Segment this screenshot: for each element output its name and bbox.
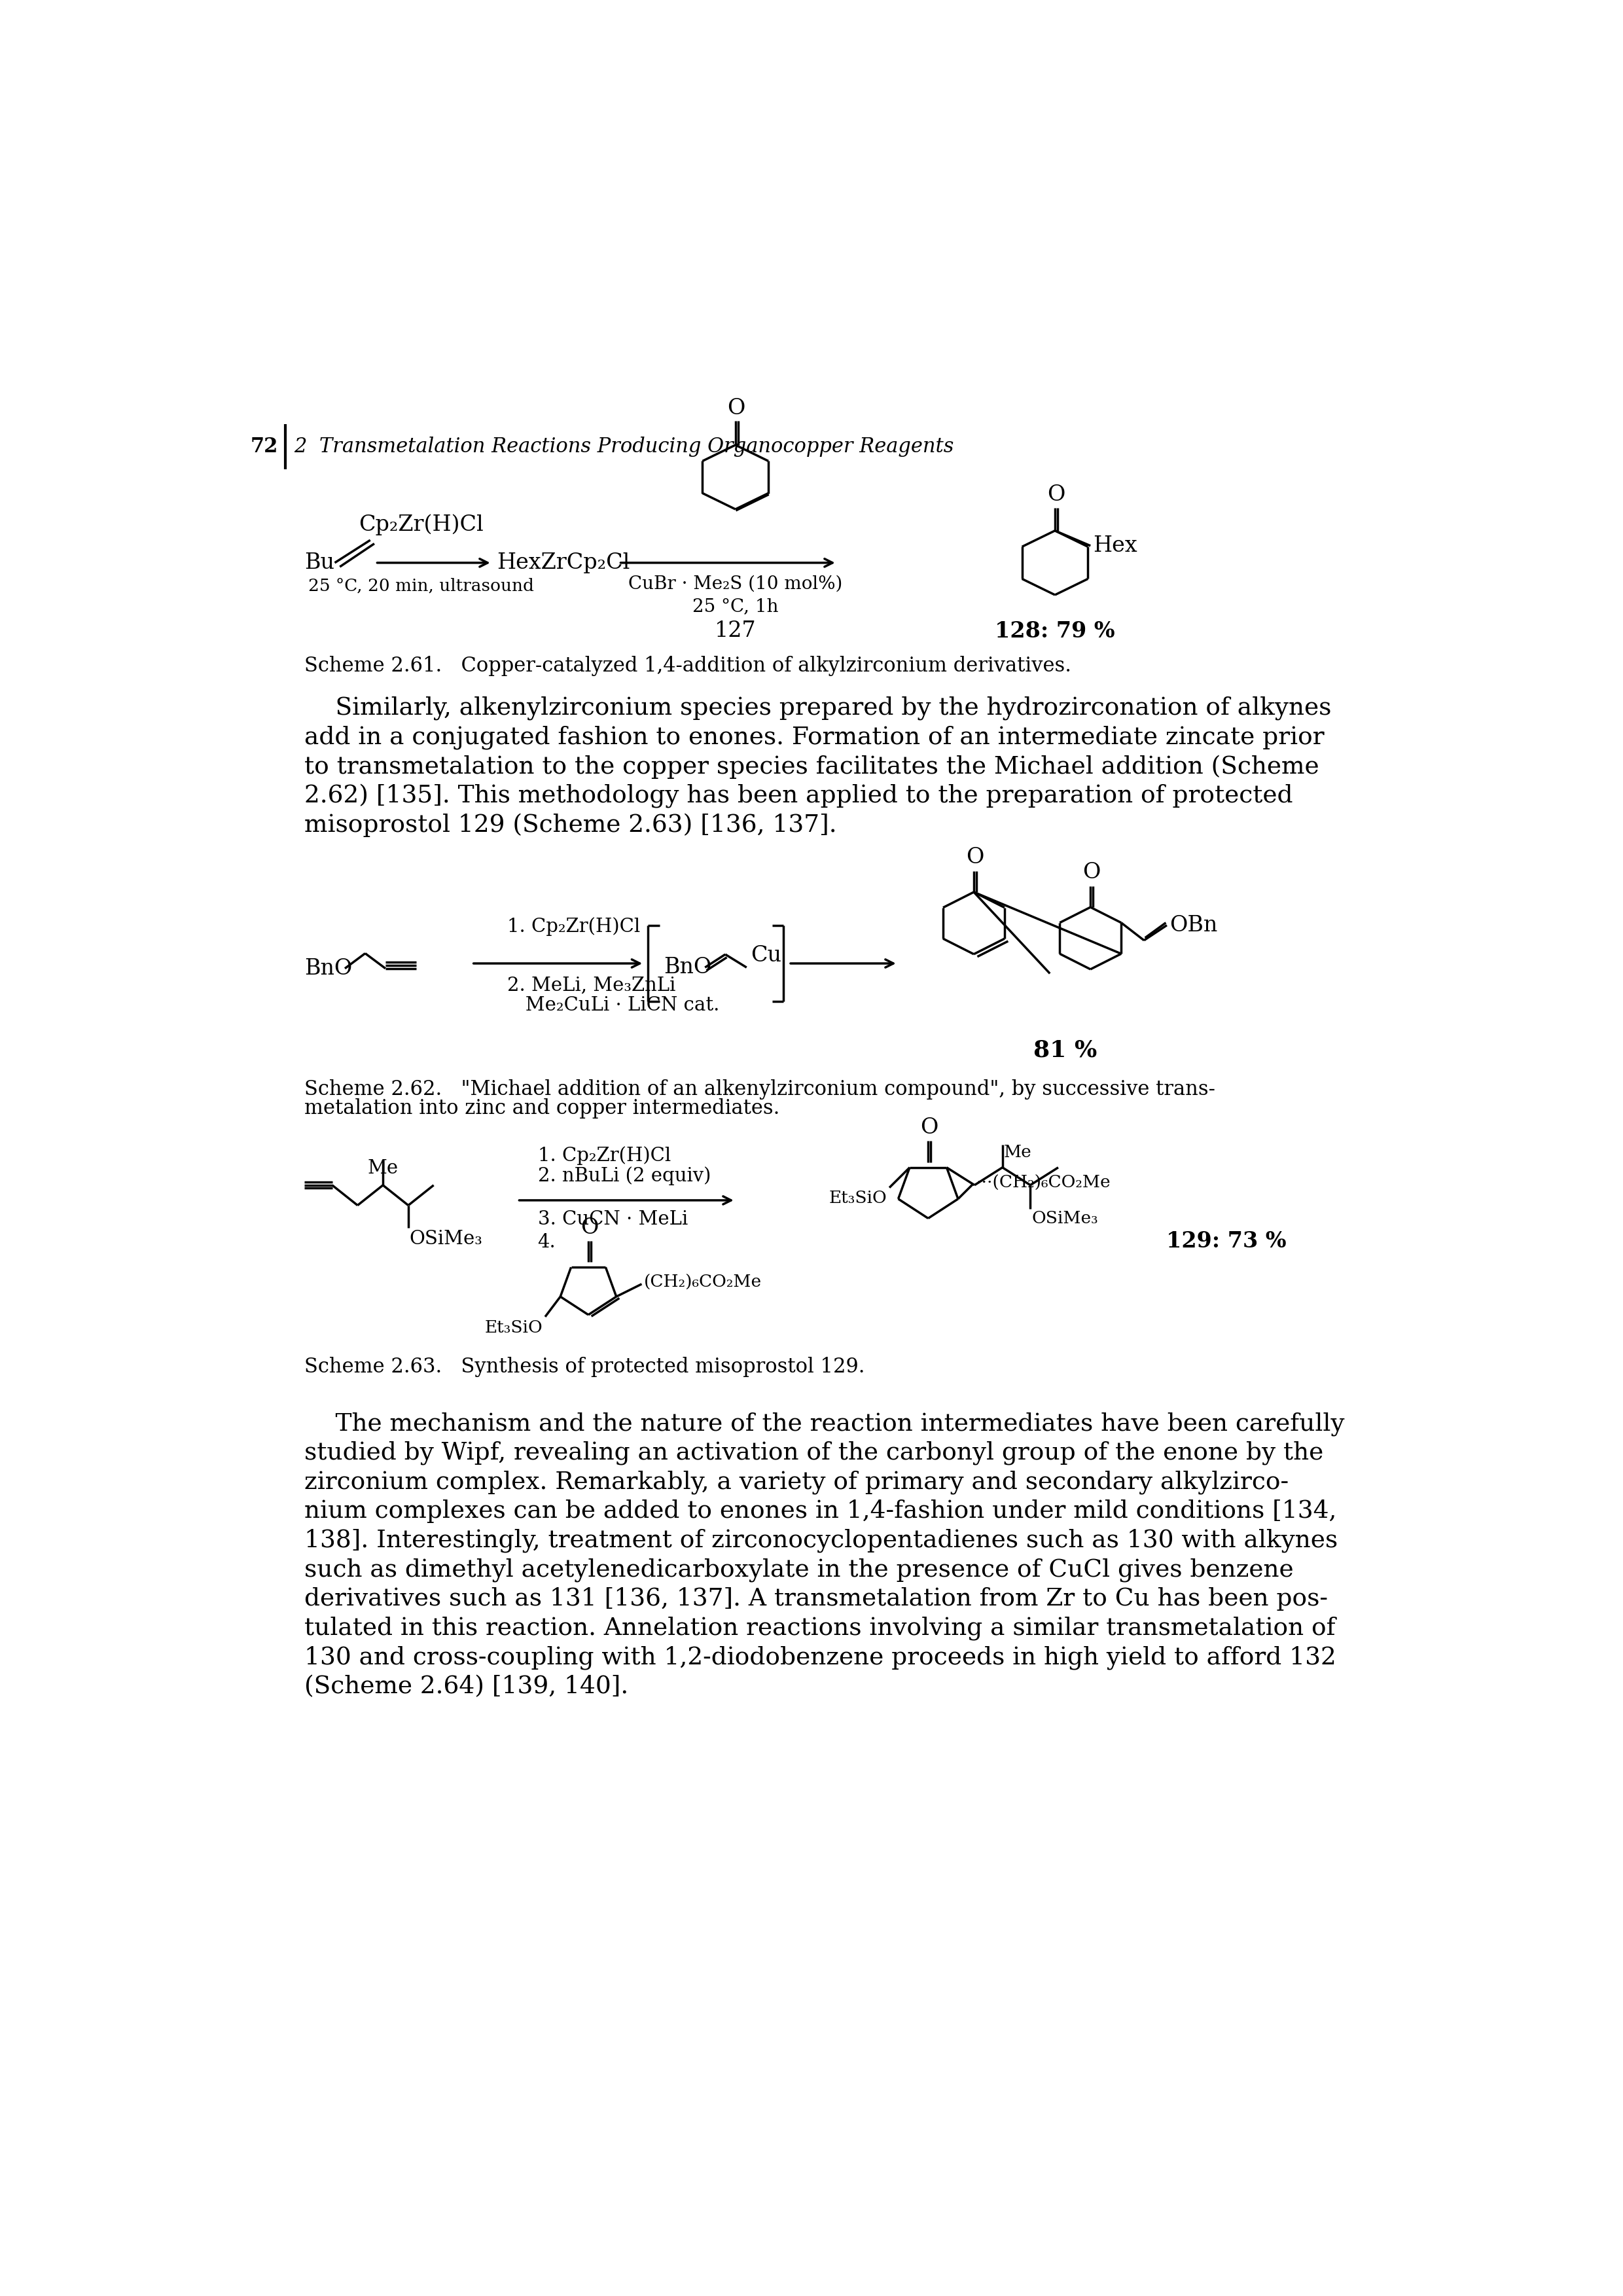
Text: (CH₂)₆CO₂Me: (CH₂)₆CO₂Me <box>644 1274 763 1290</box>
Text: such as dimethyl acetylenedicarboxylate in the presence of CuCl gives benzene: such as dimethyl acetylenedicarboxylate … <box>305 1559 1294 1582</box>
Text: to transmetalation to the copper species facilitates the Michael addition (Schem: to transmetalation to the copper species… <box>305 755 1319 778</box>
Text: Scheme 2.63.   Synthesis of protected misoprostol 129.: Scheme 2.63. Synthesis of protected miso… <box>305 1357 865 1378</box>
Text: 3. CuCN · MeLi: 3. CuCN · MeLi <box>537 1210 688 1228</box>
Text: ···(CH₂)₆CO₂Me: ···(CH₂)₆CO₂Me <box>975 1176 1110 1192</box>
Text: Et₃SiO: Et₃SiO <box>485 1320 542 1336</box>
Text: misoprostol 129 (Scheme 2.63) [136, 137].: misoprostol 129 (Scheme 2.63) [136, 137]… <box>305 813 837 838</box>
Text: O: O <box>581 1217 599 1238</box>
Text: Me: Me <box>367 1159 398 1178</box>
Text: (Scheme 2.64) [139, 140].: (Scheme 2.64) [139, 140]. <box>305 1676 628 1699</box>
Text: HexZrCp₂Cl: HexZrCp₂Cl <box>497 553 630 574</box>
Text: 128: 79 %: 128: 79 % <box>995 620 1115 643</box>
Text: O: O <box>920 1116 938 1139</box>
Text: 1. Cp₂Zr(H)Cl: 1. Cp₂Zr(H)Cl <box>506 916 639 937</box>
Text: Et₃SiO: Et₃SiO <box>829 1189 886 1205</box>
Text: nium complexes can be added to enones in 1,4-fashion under mild conditions [134,: nium complexes can be added to enones in… <box>305 1499 1337 1522</box>
Text: 1. Cp₂Zr(H)Cl: 1. Cp₂Zr(H)Cl <box>537 1146 670 1164</box>
Text: Cu: Cu <box>750 946 781 967</box>
Text: OBn: OBn <box>1170 914 1217 937</box>
Text: 129: 73 %: 129: 73 % <box>1167 1231 1287 1251</box>
Text: Scheme 2.61.   Copper-catalyzed 1,4-addition of alkylzirconium derivatives.: Scheme 2.61. Copper-catalyzed 1,4-additi… <box>305 657 1071 677</box>
Text: metalation into zinc and copper intermediates.: metalation into zinc and copper intermed… <box>305 1097 779 1118</box>
Text: add in a conjugated fashion to enones. Formation of an intermediate zincate prio: add in a conjugated fashion to enones. F… <box>305 726 1324 748</box>
Text: Bu: Bu <box>305 553 334 574</box>
Text: CuBr · Me₂S (10 mol%): CuBr · Me₂S (10 mol%) <box>628 576 842 592</box>
Text: 2  Transmetalation Reactions Producing Organocopper Reagents: 2 Transmetalation Reactions Producing Or… <box>294 436 954 457</box>
Text: Similarly, alkenylzirconium species prepared by the hydrozirconation of alkynes: Similarly, alkenylzirconium species prep… <box>305 696 1331 721</box>
Text: Me₂CuLi · LiCN cat.: Me₂CuLi · LiCN cat. <box>506 996 719 1015</box>
Text: Hex: Hex <box>1092 535 1138 556</box>
Text: 72: 72 <box>250 436 278 457</box>
Text: Cp₂Zr(H)Cl: Cp₂Zr(H)Cl <box>359 514 484 535</box>
Text: 4.: 4. <box>537 1233 555 1251</box>
Text: OSiMe₃: OSiMe₃ <box>409 1231 482 1247</box>
Text: Me: Me <box>1003 1143 1032 1159</box>
Text: 138]. Interestingly, treatment of zirconocyclopentadienes such as 130 with alkyn: 138]. Interestingly, treatment of zircon… <box>305 1529 1337 1552</box>
Text: zirconium complex. Remarkably, a variety of primary and secondary alkylzirco-: zirconium complex. Remarkably, a variety… <box>305 1469 1289 1495</box>
Text: 127: 127 <box>714 620 756 641</box>
Text: 25 °C, 1h: 25 °C, 1h <box>693 597 779 615</box>
Text: The mechanism and the nature of the reaction intermediates have been carefully: The mechanism and the nature of the reac… <box>305 1412 1344 1435</box>
Text: O: O <box>727 397 745 418</box>
Text: O: O <box>966 847 984 868</box>
Text: BnO: BnO <box>305 957 352 978</box>
Text: OSiMe₃: OSiMe₃ <box>1032 1210 1099 1226</box>
Text: 2. MeLi, Me₃ZnLi: 2. MeLi, Me₃ZnLi <box>506 976 675 994</box>
Text: 81 %: 81 % <box>1034 1040 1097 1061</box>
Text: 2.62) [135]. This methodology has been applied to the preparation of protected: 2.62) [135]. This methodology has been a… <box>305 783 1294 808</box>
Text: O: O <box>1083 861 1100 884</box>
Text: studied by Wipf, revealing an activation of the carbonyl group of the enone by t: studied by Wipf, revealing an activation… <box>305 1442 1323 1465</box>
Text: Scheme 2.62.   "Michael addition of an alkenylzirconium compound", by successive: Scheme 2.62. "Michael addition of an alk… <box>305 1079 1216 1100</box>
Text: 2. nBuLi (2 equiv): 2. nBuLi (2 equiv) <box>537 1166 711 1185</box>
Text: derivatives such as 131 [136, 137]. A transmetalation from Zr to Cu has been pos: derivatives such as 131 [136, 137]. A tr… <box>305 1587 1328 1612</box>
Text: 130 and cross-coupling with 1,2-diodobenzene proceeds in high yield to afford 13: 130 and cross-coupling with 1,2-diodoben… <box>305 1646 1336 1669</box>
Text: tulated in this reaction. Annelation reactions involving a similar transmetalati: tulated in this reaction. Annelation rea… <box>305 1616 1336 1639</box>
Text: 25 °C, 20 min, ultrasound: 25 °C, 20 min, ultrasound <box>308 579 534 595</box>
Text: O: O <box>1047 484 1065 505</box>
Text: BnO: BnO <box>664 957 711 978</box>
